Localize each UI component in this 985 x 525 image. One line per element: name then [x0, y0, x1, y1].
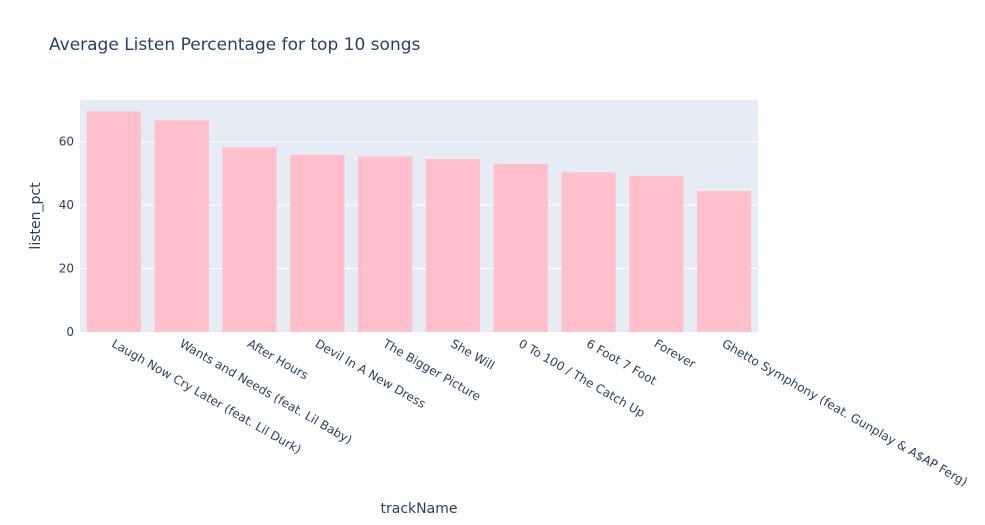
- bar: [290, 154, 345, 332]
- y-tick-label: 60: [59, 135, 74, 149]
- bar: [425, 159, 481, 332]
- y-axis-title: listen_pct: [28, 182, 44, 250]
- x-axis-title: trackName: [381, 501, 458, 517]
- bar: [629, 175, 684, 332]
- x-tick-label: 0 To 100 / The Catch Up: [516, 336, 647, 420]
- y-tick-label: 20: [59, 262, 74, 276]
- chart-title: Average Listen Percentage for top 10 son…: [49, 35, 421, 55]
- bar: [357, 156, 413, 332]
- bars: [86, 111, 752, 332]
- bar: [86, 111, 142, 332]
- x-tick-labels: Laugh Now Cry Later (feat. Lil Durk)Want…: [109, 336, 970, 489]
- x-tick-label: After Hours: [245, 336, 311, 382]
- x-tick-label: Ghetto Symphony (feat. Gunplay & A$AP Fe…: [720, 336, 970, 489]
- bar: [696, 191, 752, 332]
- bar: [561, 172, 616, 332]
- bar: [222, 147, 277, 332]
- y-tick-label: 40: [59, 198, 74, 212]
- x-tick-label: Forever: [652, 336, 698, 371]
- bar: [154, 120, 209, 332]
- x-tick-label: Devil In A New Dress: [313, 336, 428, 411]
- x-tick-label: She Will: [448, 336, 497, 372]
- y-tick-label: 0: [66, 325, 74, 339]
- y-tick-labels: 0 20 40 60: [59, 135, 74, 339]
- bar: [493, 163, 548, 332]
